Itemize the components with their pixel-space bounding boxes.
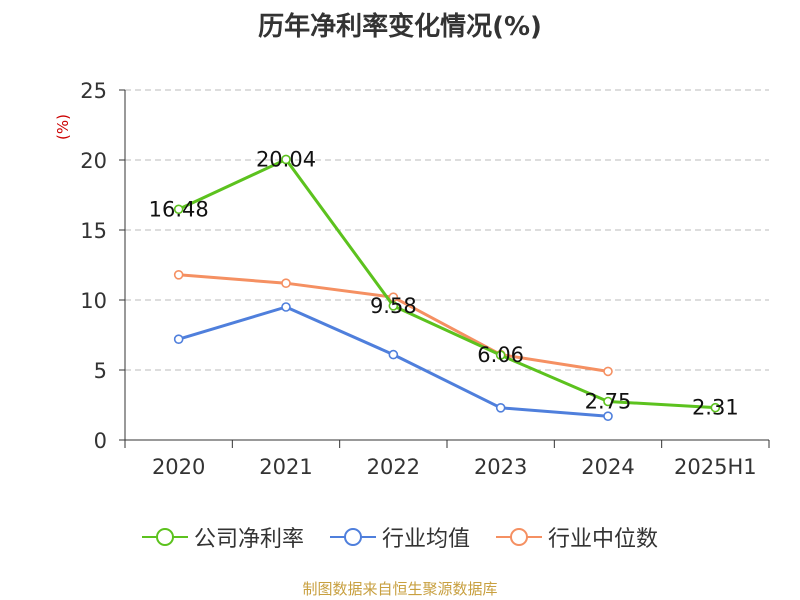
series-line (178, 157, 716, 410)
legend-item[interactable]: 行业中位数 (496, 521, 658, 553)
legend: 公司净利率 行业均值 行业中位数 (0, 520, 800, 554)
x-tick-label: 2022 (367, 455, 420, 479)
data-point (603, 366, 613, 377)
x-tick-label: 2023 (474, 455, 527, 479)
y-tick-label: 20 (80, 149, 107, 173)
data-label: 6.06 (477, 343, 524, 367)
data-point (173, 334, 184, 345)
data-point (281, 302, 291, 312)
y-axis-label: (%) (54, 114, 72, 140)
legend-label: 行业中位数 (548, 527, 659, 552)
data-point (281, 154, 291, 165)
data-point (388, 349, 399, 360)
data-label: 16.48 (149, 197, 209, 221)
data-point (173, 204, 184, 215)
legend-line-icon (496, 528, 542, 546)
x-tick-label: 2025H1 (674, 455, 757, 479)
legend-line-icon (329, 528, 376, 546)
x-tick-label: 2024 (581, 455, 634, 479)
data-point (603, 396, 613, 407)
y-tick-label: 0 (94, 429, 107, 453)
y-tick-label: 25 (80, 79, 107, 103)
y-tick-label: 5 (94, 359, 107, 383)
data-point (710, 402, 721, 413)
data-label: 2.75 (585, 390, 632, 414)
source-note: 制图数据来自恒生聚源数据库 (302, 580, 498, 598)
data-point (388, 301, 399, 311)
data-point (495, 350, 506, 360)
data-label: 20.04 (256, 147, 316, 171)
data-label: 9.58 (370, 294, 417, 318)
legend-item[interactable]: 公司净利率 (141, 521, 304, 553)
chart-title: 历年净利率变化情况(%) (258, 12, 542, 42)
data-label: 2.31 (692, 396, 739, 420)
data-point (173, 269, 184, 280)
legend-label: 行业均值 (381, 527, 470, 552)
x-tick-label: 2020 (152, 455, 205, 479)
data-point (281, 278, 291, 289)
legend-label: 公司净利率 (193, 527, 304, 552)
y-tick-label: 15 (80, 219, 107, 243)
data-point (495, 402, 506, 413)
legend-item[interactable]: 行业均值 (329, 521, 470, 553)
data-point (603, 411, 613, 422)
y-tick-label: 10 (80, 289, 107, 313)
x-tick-label: 2021 (259, 455, 312, 479)
legend-line-icon (141, 528, 188, 546)
